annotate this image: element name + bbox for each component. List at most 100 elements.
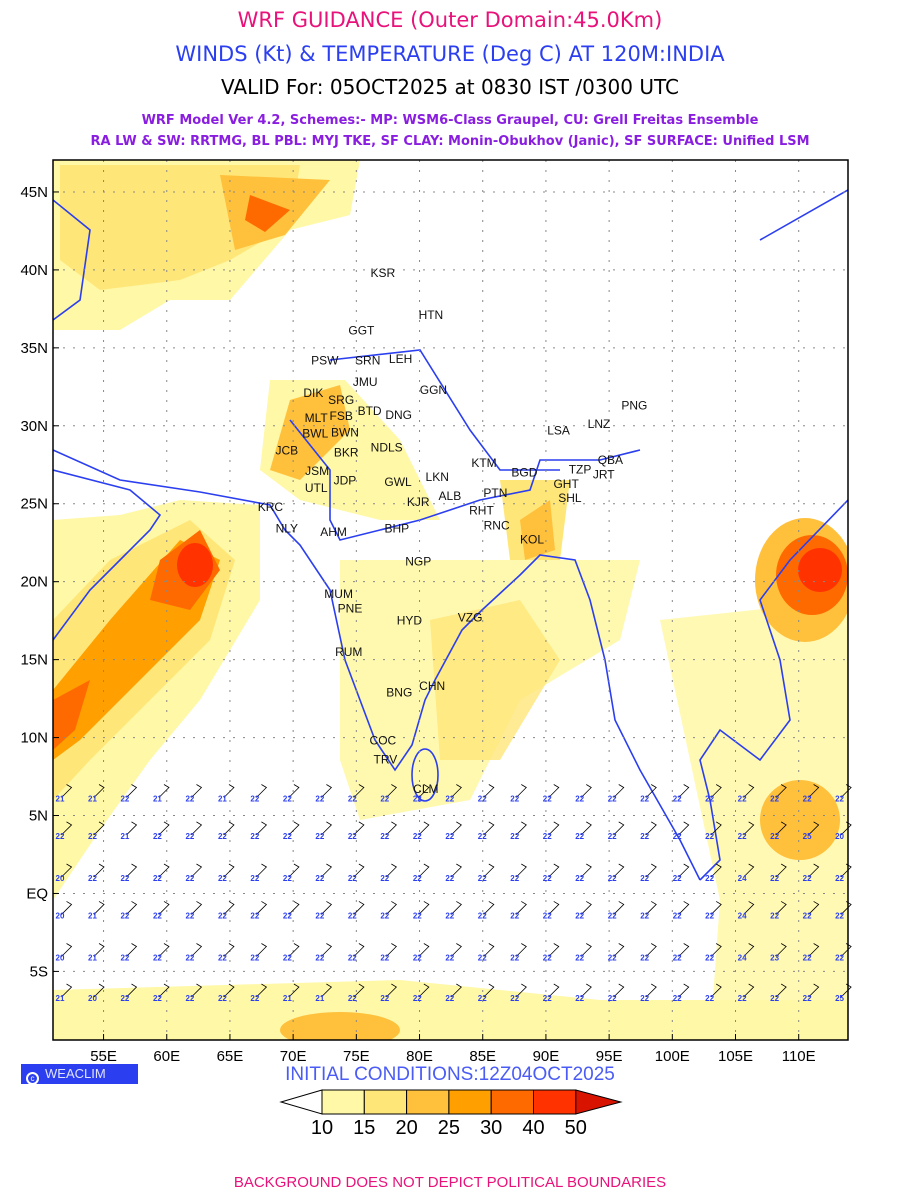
temperature-value: 22 bbox=[478, 994, 487, 1003]
wind-barb bbox=[548, 821, 560, 836]
wind-barb bbox=[678, 901, 690, 915]
wind-barb bbox=[386, 901, 397, 915]
legend-swatch bbox=[490, 1089, 535, 1115]
temperature-value: 22 bbox=[218, 953, 227, 962]
temperature-value: 22 bbox=[120, 953, 129, 962]
legend-level-label: 30 bbox=[480, 1117, 502, 1139]
wind-barb bbox=[288, 901, 300, 915]
wind-barb bbox=[548, 784, 560, 798]
temperature-value: 22 bbox=[510, 994, 519, 1003]
wind-barb bbox=[126, 863, 138, 878]
station-label: LEH bbox=[389, 352, 412, 366]
wind-barb bbox=[613, 983, 625, 998]
wind-barb bbox=[678, 983, 690, 998]
temperature-value: 22 bbox=[315, 953, 324, 962]
lon-tick-label: 75E bbox=[343, 1048, 370, 1065]
temperature-value: 22 bbox=[770, 832, 779, 841]
wind-barb bbox=[613, 901, 625, 915]
station-label: BTD bbox=[358, 404, 382, 418]
wind-barb bbox=[743, 901, 755, 915]
wind-barb bbox=[451, 821, 462, 836]
wind-barb bbox=[61, 901, 73, 915]
temperature-value: 22 bbox=[835, 794, 844, 803]
temperature-value: 21 bbox=[315, 994, 324, 1003]
station-label: GGN bbox=[420, 383, 447, 397]
temperature-value: 22 bbox=[445, 911, 454, 920]
station-label: SHL bbox=[558, 491, 582, 505]
temperature-value: 22 bbox=[380, 953, 389, 962]
wind-barb bbox=[288, 863, 300, 878]
temperature-value: 22 bbox=[575, 874, 584, 883]
station-label: UTL bbox=[305, 481, 328, 495]
temperature-value: 21 bbox=[120, 832, 129, 841]
temperature-value: 22 bbox=[283, 911, 292, 920]
wind-barb bbox=[126, 943, 138, 957]
valid-time: VALID For: 05OCT2025 at 0830 IST /0300 U… bbox=[220, 75, 680, 99]
temperature-value: 20 bbox=[56, 874, 65, 883]
legend-swatch bbox=[533, 1089, 577, 1115]
temperature-value: 22 bbox=[413, 911, 422, 920]
station-label: TRV bbox=[374, 752, 398, 766]
wind-barb bbox=[321, 901, 333, 915]
station-label: PTN bbox=[483, 486, 507, 500]
lon-tick-label: 65E bbox=[217, 1048, 244, 1065]
temperature-value: 22 bbox=[608, 953, 617, 962]
temperature-value: 22 bbox=[478, 911, 487, 920]
wind-barb bbox=[775, 821, 787, 836]
legend-level-label: 40 bbox=[522, 1117, 544, 1139]
wind-barb bbox=[223, 784, 235, 798]
temperature-value: 22 bbox=[640, 911, 649, 920]
temperature-value: 22 bbox=[640, 874, 649, 883]
temperature-value: 22 bbox=[283, 794, 292, 803]
wind-barb bbox=[808, 863, 820, 878]
temperature-value: 22 bbox=[543, 953, 552, 962]
temperature-value: 20 bbox=[88, 994, 97, 1003]
lon-tick-label: 80E bbox=[406, 1048, 433, 1065]
lat-tick-label: 10N bbox=[20, 730, 48, 747]
temperature-value: 22 bbox=[348, 874, 357, 883]
wind-barb bbox=[288, 943, 300, 957]
lon-tick-label: 105E bbox=[718, 1048, 753, 1065]
temperature-value: 22 bbox=[380, 994, 389, 1003]
wind-barb bbox=[645, 943, 657, 957]
legend-level-label: 15 bbox=[353, 1117, 375, 1139]
color-legend: 10 15 20 25 30 40 50 bbox=[279, 1089, 623, 1139]
temperature-value: 22 bbox=[640, 994, 649, 1003]
temperature-value: 22 bbox=[510, 953, 519, 962]
temperature-value: 22 bbox=[543, 911, 552, 920]
wind-barb bbox=[256, 821, 268, 836]
lat-tick-label: 5N bbox=[29, 808, 48, 825]
wind-barb bbox=[61, 863, 73, 878]
wind-barb bbox=[645, 784, 657, 798]
temperature-value: 22 bbox=[770, 994, 779, 1003]
legend-swatch bbox=[448, 1089, 492, 1115]
temperature-value: 22 bbox=[640, 953, 649, 962]
coastlines bbox=[53, 189, 848, 881]
temperature-value: 22 bbox=[705, 911, 714, 920]
temperature-value: 22 bbox=[705, 953, 714, 962]
temperature-value: 22 bbox=[803, 874, 812, 883]
station-label: KJR bbox=[407, 495, 430, 509]
temperature-value: 22 bbox=[608, 994, 617, 1003]
wind-barb bbox=[580, 784, 592, 798]
temperature-value: 22 bbox=[673, 953, 682, 962]
wind-barb bbox=[710, 863, 722, 878]
temperature-value: 22 bbox=[803, 911, 812, 920]
lat-tick-label: 20N bbox=[20, 574, 48, 591]
temperature-value: 22 bbox=[315, 874, 324, 883]
wind-barb bbox=[93, 943, 105, 957]
wind-barb bbox=[483, 821, 495, 836]
lat-tick-label: 5S bbox=[30, 963, 48, 980]
temperature-value: 22 bbox=[575, 953, 584, 962]
temperature-value: 22 bbox=[250, 874, 259, 883]
map-frame bbox=[52, 159, 849, 1041]
station-label: GWL bbox=[384, 475, 412, 489]
wind-barb bbox=[353, 901, 365, 915]
temperature-value: 22 bbox=[445, 794, 454, 803]
temperature-value: 22 bbox=[770, 874, 779, 883]
lon-tick-label: 60E bbox=[153, 1048, 180, 1065]
wind-barb bbox=[645, 863, 657, 878]
temperature-value: 22 bbox=[218, 994, 227, 1003]
wind-barb bbox=[548, 943, 560, 957]
